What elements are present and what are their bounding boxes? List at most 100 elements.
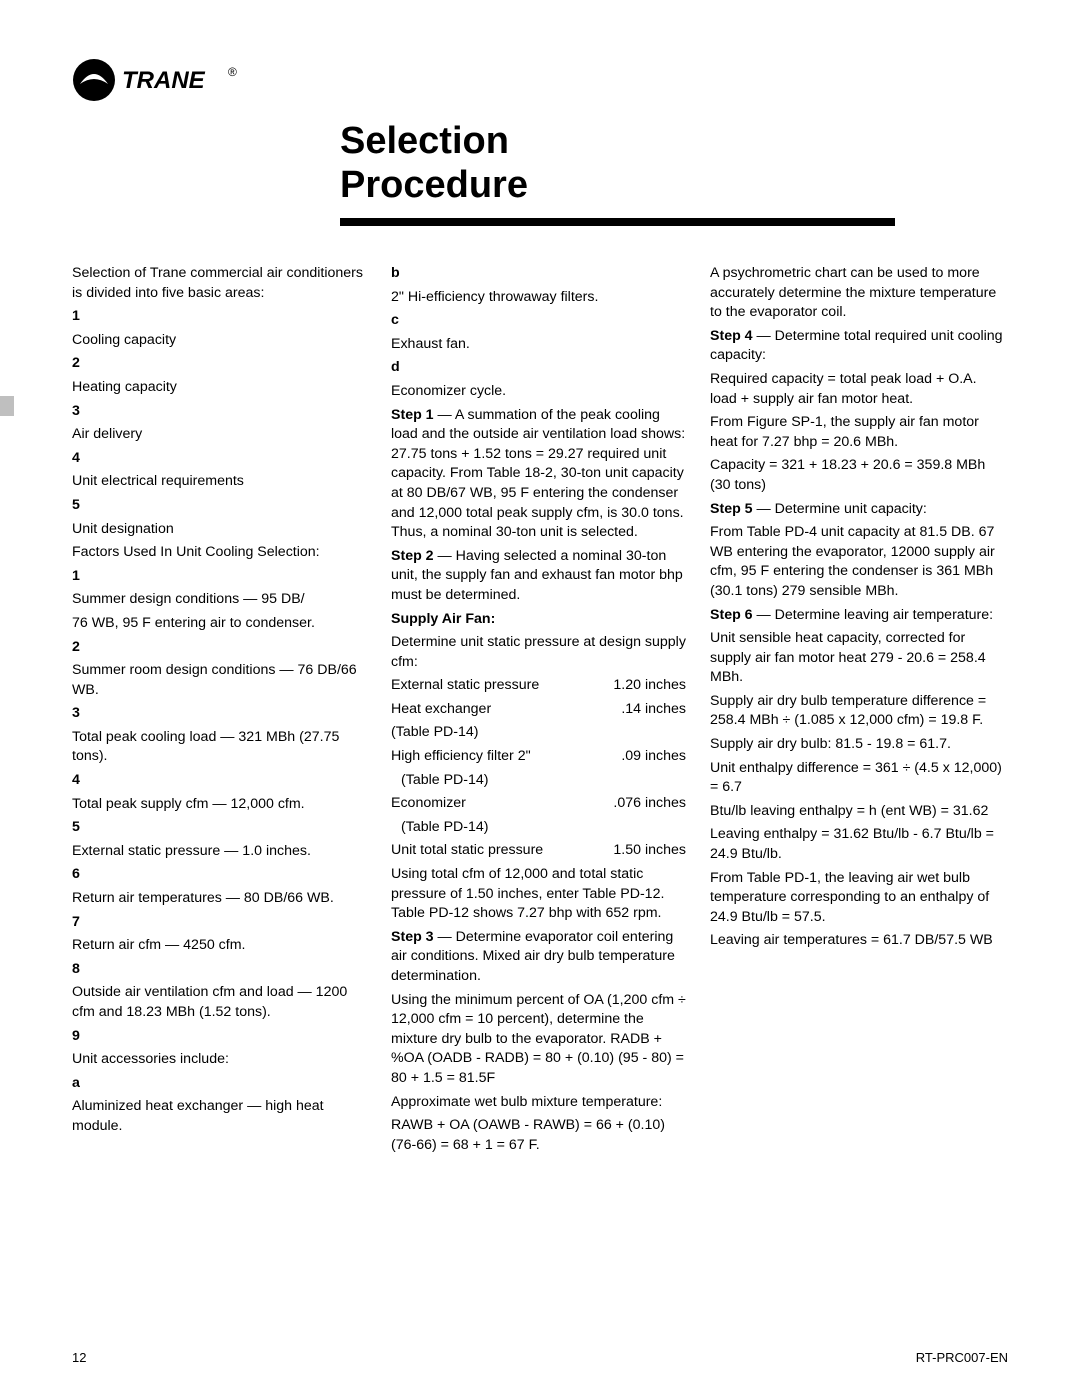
- list-text: Heating capacity: [72, 378, 367, 398]
- list-num: 1: [72, 307, 367, 327]
- body-text: Unit sensible heat capacity, corrected f…: [710, 629, 1005, 688]
- list-text: Summer design conditions — 95 DB/: [72, 590, 367, 610]
- list-num: 5: [72, 496, 367, 516]
- body-text: Using the minimum percent of OA (1,200 c…: [391, 991, 686, 1089]
- column-2: b 2" Hi-efficiency throwaway filters. c …: [391, 264, 686, 1159]
- body-text: RAWB + OA (OAWB - RAWB) = 66 + (0.10) (7…: [391, 1116, 686, 1155]
- list-num: c: [391, 311, 686, 331]
- list-text: External static pressure — 1.0 inches.: [72, 842, 367, 862]
- title-line-2: Procedure: [340, 164, 528, 208]
- spec-row: External static pressure 1.20 inches: [391, 676, 686, 696]
- spec-label: Economizer: [391, 794, 466, 814]
- step-text: — A summation of the peak cooling load a…: [391, 407, 685, 541]
- spec-note: (Table PD-14): [391, 723, 686, 743]
- list-text: Exhaust fan.: [391, 335, 686, 355]
- list-text: Air delivery: [72, 425, 367, 445]
- spec-note: (Table PD-14): [391, 771, 686, 791]
- step-text: — Determine leaving air temperature:: [753, 607, 994, 623]
- list-text: Return air temperatures — 80 DB/66 WB.: [72, 889, 367, 909]
- list-num: 4: [72, 449, 367, 469]
- body-text: Btu/lb leaving enthalpy = h (ent WB) = 3…: [710, 802, 1005, 822]
- body-text: Leaving enthalpy = 31.62 Btu/lb - 6.7 Bt…: [710, 825, 1005, 864]
- spec-row: High efficiency filter 2" .09 inches: [391, 747, 686, 767]
- column-1: Selection of Trane commercial air condit…: [72, 264, 367, 1159]
- spec-label: Heat exchanger: [391, 700, 491, 720]
- page-number: 12: [72, 1350, 86, 1365]
- step-label: Step 3: [391, 929, 434, 945]
- list-text: Unit designation: [72, 520, 367, 540]
- body-text: From Figure SP-1, the supply air fan mot…: [710, 413, 1005, 452]
- body-text: Leaving air temperatures = 61.7 DB/57.5 …: [710, 931, 1005, 951]
- step-paragraph: Step 1 — A summation of the peak cooling…: [391, 406, 686, 543]
- step-label: Step 1: [391, 407, 434, 423]
- list-num: 4: [72, 771, 367, 791]
- svg-text:TRANE: TRANE: [122, 67, 206, 94]
- svg-text:®: ®: [228, 65, 237, 79]
- step-label: Step 4: [710, 328, 753, 344]
- list-text: Unit electrical requirements: [72, 472, 367, 492]
- column-3: A psychrometric chart can be used to mor…: [710, 264, 1005, 1159]
- factors-heading: Factors Used In Unit Cooling Selection:: [72, 543, 367, 563]
- list-text: Outside air ventilation cfm and load — 1…: [72, 983, 367, 1022]
- spec-value: .076 inches: [613, 794, 686, 814]
- body-text: Using total cfm of 12,000 and total stat…: [391, 865, 686, 924]
- list-text: Aluminized heat exchanger — high heat mo…: [72, 1097, 367, 1136]
- list-num: a: [72, 1074, 367, 1094]
- list-num: 2: [72, 354, 367, 374]
- step-paragraph: Step 2 — Having selected a nominal 30-to…: [391, 547, 686, 606]
- page-title: Selection Procedure: [340, 120, 528, 207]
- spec-row: Heat exchanger .14 inches: [391, 700, 686, 720]
- subheading: Supply Air Fan:: [391, 610, 686, 630]
- page-margin-tab: [0, 396, 14, 416]
- body-text: Supply air dry bulb: 81.5 - 19.8 = 61.7.: [710, 735, 1005, 755]
- list-text: Return air cfm — 4250 cfm.: [72, 936, 367, 956]
- list-num: 6: [72, 865, 367, 885]
- list-num: 3: [72, 704, 367, 724]
- step-paragraph: Step 5 — Determine unit capacity:: [710, 500, 1005, 520]
- spec-label: External static pressure: [391, 676, 539, 696]
- intro-text: Selection of Trane commercial air condit…: [72, 264, 367, 303]
- body-text: Determine unit static pressure at design…: [391, 633, 686, 672]
- list-num: d: [391, 358, 686, 378]
- title-rule: [340, 218, 895, 226]
- list-text: Cooling capacity: [72, 331, 367, 351]
- spec-value: 1.20 inches: [613, 676, 686, 696]
- step-paragraph: Step 3 — Determine evaporator coil enter…: [391, 928, 686, 987]
- spec-value: 1.50 inches: [613, 841, 686, 861]
- spec-label: High efficiency filter 2": [391, 747, 531, 767]
- step-paragraph: Step 6 — Determine leaving air temperatu…: [710, 606, 1005, 626]
- list-text: Total peak cooling load — 321 MBh (27.75…: [72, 728, 367, 767]
- body-text: From Table PD-4 unit capacity at 81.5 DB…: [710, 523, 1005, 601]
- spec-label: Unit total static pressure: [391, 841, 543, 861]
- step-label: Step 5: [710, 501, 753, 517]
- list-num: 1: [72, 567, 367, 587]
- list-num: 3: [72, 402, 367, 422]
- body-text: Required capacity = total peak load + O.…: [710, 370, 1005, 409]
- list-text: Unit accessories include:: [72, 1050, 367, 1070]
- body-text: Approximate wet bulb mixture temperature…: [391, 1093, 686, 1113]
- list-num: 7: [72, 913, 367, 933]
- list-text: 2" Hi-efficiency throwaway filters.: [391, 288, 686, 308]
- step-text: — Having selected a nominal 30-ton unit,…: [391, 548, 683, 603]
- body-text: Capacity = 321 + 18.23 + 20.6 = 359.8 MB…: [710, 456, 1005, 495]
- spec-note: (Table PD-14): [391, 818, 686, 838]
- list-text: Total peak supply cfm — 12,000 cfm.: [72, 795, 367, 815]
- list-num: 9: [72, 1027, 367, 1047]
- step-text: — Determine total required unit cooling …: [710, 328, 1003, 364]
- title-line-1: Selection: [340, 120, 528, 164]
- step-text: — Determine unit capacity:: [753, 501, 927, 517]
- spec-value: .09 inches: [621, 747, 686, 767]
- body-text: From Table PD-1, the leaving air wet bul…: [710, 869, 1005, 928]
- step-text: — Determine evaporator coil entering air…: [391, 929, 675, 984]
- body-text: Unit enthalpy difference = 361 ÷ (4.5 x …: [710, 759, 1005, 798]
- spec-value: .14 inches: [621, 700, 686, 720]
- list-num: b: [391, 264, 686, 284]
- list-num: 8: [72, 960, 367, 980]
- step-paragraph: Step 4 — Determine total required unit c…: [710, 327, 1005, 366]
- step-label: Step 6: [710, 607, 753, 623]
- list-text: Economizer cycle.: [391, 382, 686, 402]
- doc-id: RT-PRC007-EN: [916, 1350, 1008, 1365]
- list-num: 2: [72, 638, 367, 658]
- step-label: Step 2: [391, 548, 434, 564]
- body-text: Supply air dry bulb temperature differen…: [710, 692, 1005, 731]
